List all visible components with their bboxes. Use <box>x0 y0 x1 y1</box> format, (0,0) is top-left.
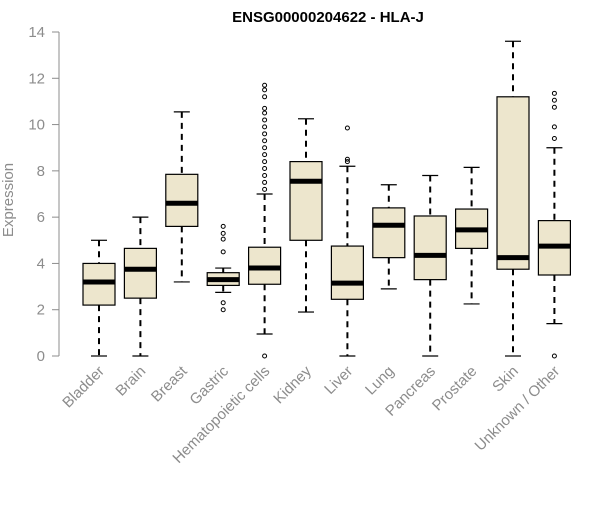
outlier-point <box>262 138 268 144</box>
box-group <box>330 125 364 357</box>
box-iqr <box>165 173 199 227</box>
outlier-point <box>220 307 226 313</box>
box-group <box>82 239 116 357</box>
y-axis-label: Expression <box>0 163 17 237</box>
outlier-point <box>551 97 557 103</box>
box-iqr <box>123 247 158 299</box>
outlier-point <box>344 156 350 162</box>
outlier-point <box>262 110 268 116</box>
outlier-point <box>262 152 268 158</box>
outlier-point <box>262 117 268 123</box>
outlier-point <box>551 353 557 359</box>
x-category-label: Skin <box>489 363 522 396</box>
outlier-point <box>262 186 268 192</box>
x-category-label: Kidney <box>270 362 315 407</box>
outlier-point <box>344 159 350 165</box>
x-category-label: Bladder <box>59 363 108 412</box>
outlier-point <box>551 104 557 110</box>
outlier-point <box>262 94 268 100</box>
y-tick-label: 14 <box>28 24 45 41</box>
box-group <box>372 184 406 290</box>
box-group <box>455 166 489 305</box>
outlier-point <box>220 236 226 242</box>
box-iqr <box>330 245 364 300</box>
outlier-point <box>220 249 226 255</box>
x-category-label: Brain <box>112 363 149 400</box>
outlier-point <box>220 223 226 229</box>
box-group <box>123 216 158 357</box>
box-group <box>496 40 530 357</box>
y-tick-label: 2 <box>37 302 45 319</box>
outlier-point <box>262 159 268 165</box>
outlier-point <box>262 131 268 137</box>
box-iqr <box>413 215 447 281</box>
box-iqr <box>372 207 406 259</box>
x-category-label: Lung <box>362 363 398 399</box>
y-tick-label: 6 <box>37 209 45 226</box>
outlier-point <box>262 179 268 185</box>
y-tick-label: 10 <box>28 117 45 134</box>
outlier-point <box>220 300 226 306</box>
plot-area <box>82 40 572 359</box>
chart-title: ENSG00000204622 - HLA-J <box>232 9 424 26</box>
outlier-point <box>551 90 557 96</box>
outlier-point <box>262 87 268 93</box>
y-tick-label: 0 <box>37 348 45 365</box>
outlier-point <box>262 124 268 130</box>
box-iqr <box>289 161 323 241</box>
outlier-point <box>551 124 557 130</box>
outlier-point <box>262 105 268 111</box>
x-category-label: Liver <box>321 363 356 398</box>
box-group <box>413 174 447 357</box>
outlier-point <box>262 166 268 172</box>
outlier-point <box>262 145 268 151</box>
x-category-label: Prostate <box>429 363 481 415</box>
outlier-point <box>262 353 268 359</box>
y-tick-label: 8 <box>37 163 45 180</box>
box-iqr <box>496 96 530 270</box>
box-group <box>289 118 323 313</box>
outlier-point <box>551 135 557 141</box>
outlier-point <box>262 82 268 88</box>
axes: 0 2 4 6 8 10 12 14 <box>28 24 60 365</box>
outlier-point <box>262 172 268 178</box>
outlier-point <box>344 125 350 131</box>
box-group <box>165 111 199 283</box>
box-group <box>537 90 572 359</box>
outlier-point <box>220 230 226 236</box>
y-tick-label: 12 <box>28 70 45 87</box>
y-tick-label: 4 <box>37 255 45 272</box>
x-category-label: Breast <box>148 362 191 405</box>
box-group <box>248 82 282 359</box>
box-group <box>206 223 240 313</box>
